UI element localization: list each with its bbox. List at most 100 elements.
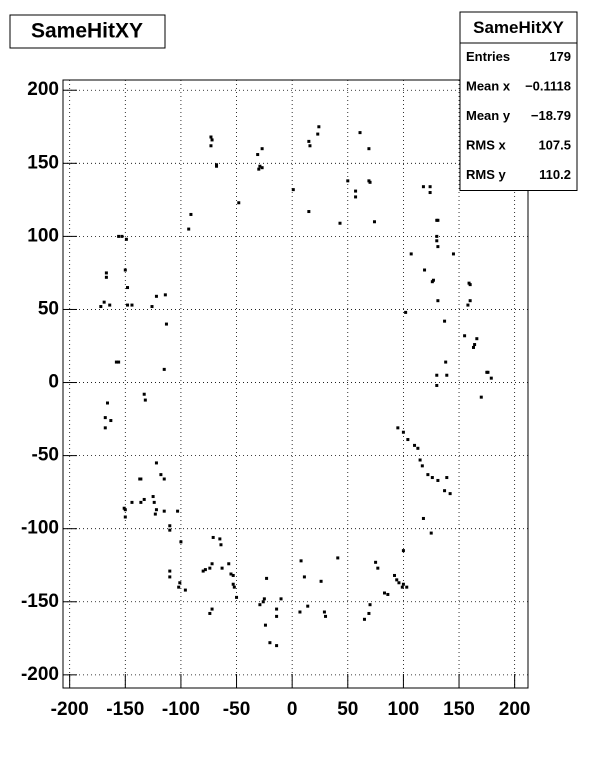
point bbox=[215, 164, 219, 168]
x-tick-label: 150 bbox=[443, 699, 475, 720]
point bbox=[448, 492, 452, 496]
point bbox=[307, 210, 311, 214]
point bbox=[168, 575, 172, 579]
point bbox=[227, 562, 231, 566]
point bbox=[336, 556, 340, 560]
point bbox=[471, 345, 475, 349]
point bbox=[105, 401, 109, 405]
point bbox=[179, 540, 183, 544]
point bbox=[436, 299, 440, 303]
point bbox=[210, 607, 214, 611]
point bbox=[178, 581, 182, 585]
point bbox=[120, 234, 124, 238]
point bbox=[421, 516, 425, 520]
point bbox=[117, 360, 121, 364]
point bbox=[102, 300, 106, 304]
point bbox=[307, 139, 311, 143]
point bbox=[397, 581, 401, 585]
y-tick-label: -50 bbox=[32, 445, 59, 466]
point bbox=[405, 585, 409, 589]
point bbox=[368, 603, 372, 607]
x-tick-label: -200 bbox=[51, 699, 89, 720]
point bbox=[275, 614, 279, 618]
point bbox=[168, 569, 172, 573]
point bbox=[159, 473, 163, 477]
point bbox=[162, 509, 166, 513]
x-tick-label: -100 bbox=[162, 699, 200, 720]
y-tick-label: 100 bbox=[27, 225, 59, 246]
point bbox=[358, 131, 362, 135]
point bbox=[126, 303, 130, 307]
point bbox=[99, 305, 103, 309]
point bbox=[443, 319, 447, 323]
point bbox=[126, 286, 130, 290]
stats-box bbox=[459, 11, 578, 191]
point bbox=[154, 294, 158, 298]
point bbox=[362, 617, 366, 621]
point bbox=[306, 604, 310, 608]
y-tick-label: -200 bbox=[21, 664, 59, 685]
point bbox=[275, 644, 279, 648]
point bbox=[409, 252, 413, 256]
point bbox=[426, 473, 430, 477]
point bbox=[428, 185, 432, 189]
point bbox=[322, 610, 326, 614]
point bbox=[367, 611, 371, 615]
point bbox=[209, 144, 213, 148]
x-tick-label: -150 bbox=[106, 699, 144, 720]
point bbox=[268, 641, 272, 645]
point bbox=[423, 268, 427, 272]
point bbox=[130, 303, 134, 307]
x-tick-label: 0 bbox=[287, 699, 298, 720]
point bbox=[443, 489, 447, 493]
point bbox=[298, 610, 302, 614]
point bbox=[168, 528, 172, 532]
point bbox=[262, 597, 266, 601]
point bbox=[416, 446, 420, 450]
y-tick-label: 50 bbox=[38, 298, 59, 319]
point bbox=[436, 218, 440, 222]
point bbox=[114, 360, 118, 364]
point bbox=[260, 166, 264, 170]
point bbox=[445, 476, 449, 480]
stats-value: −0.1118 bbox=[525, 79, 571, 94]
point bbox=[235, 595, 239, 599]
point bbox=[395, 578, 399, 582]
point bbox=[164, 322, 168, 326]
point bbox=[374, 560, 378, 564]
point bbox=[263, 623, 267, 627]
point bbox=[346, 179, 350, 183]
point bbox=[218, 537, 222, 541]
point bbox=[435, 383, 439, 387]
point bbox=[108, 303, 112, 307]
point bbox=[210, 138, 214, 142]
point bbox=[103, 426, 107, 430]
y-tick-label: -150 bbox=[21, 591, 59, 612]
point bbox=[421, 185, 425, 189]
point bbox=[150, 305, 154, 309]
point bbox=[103, 416, 107, 420]
point bbox=[382, 591, 386, 595]
point bbox=[463, 334, 467, 338]
point bbox=[468, 299, 472, 303]
x-tick-label: 200 bbox=[499, 699, 531, 720]
point bbox=[406, 438, 410, 442]
point bbox=[404, 310, 408, 314]
point bbox=[435, 373, 439, 377]
point bbox=[324, 614, 328, 618]
point bbox=[338, 221, 342, 225]
point bbox=[219, 543, 223, 547]
point bbox=[168, 524, 172, 528]
point bbox=[468, 283, 472, 287]
point bbox=[189, 212, 193, 216]
point bbox=[400, 585, 404, 589]
point bbox=[489, 376, 493, 380]
point bbox=[386, 592, 390, 596]
stats-label: Mean y bbox=[466, 108, 511, 123]
point bbox=[162, 477, 166, 481]
point bbox=[451, 252, 455, 256]
point bbox=[104, 271, 108, 275]
point bbox=[231, 582, 235, 586]
point bbox=[430, 476, 434, 480]
